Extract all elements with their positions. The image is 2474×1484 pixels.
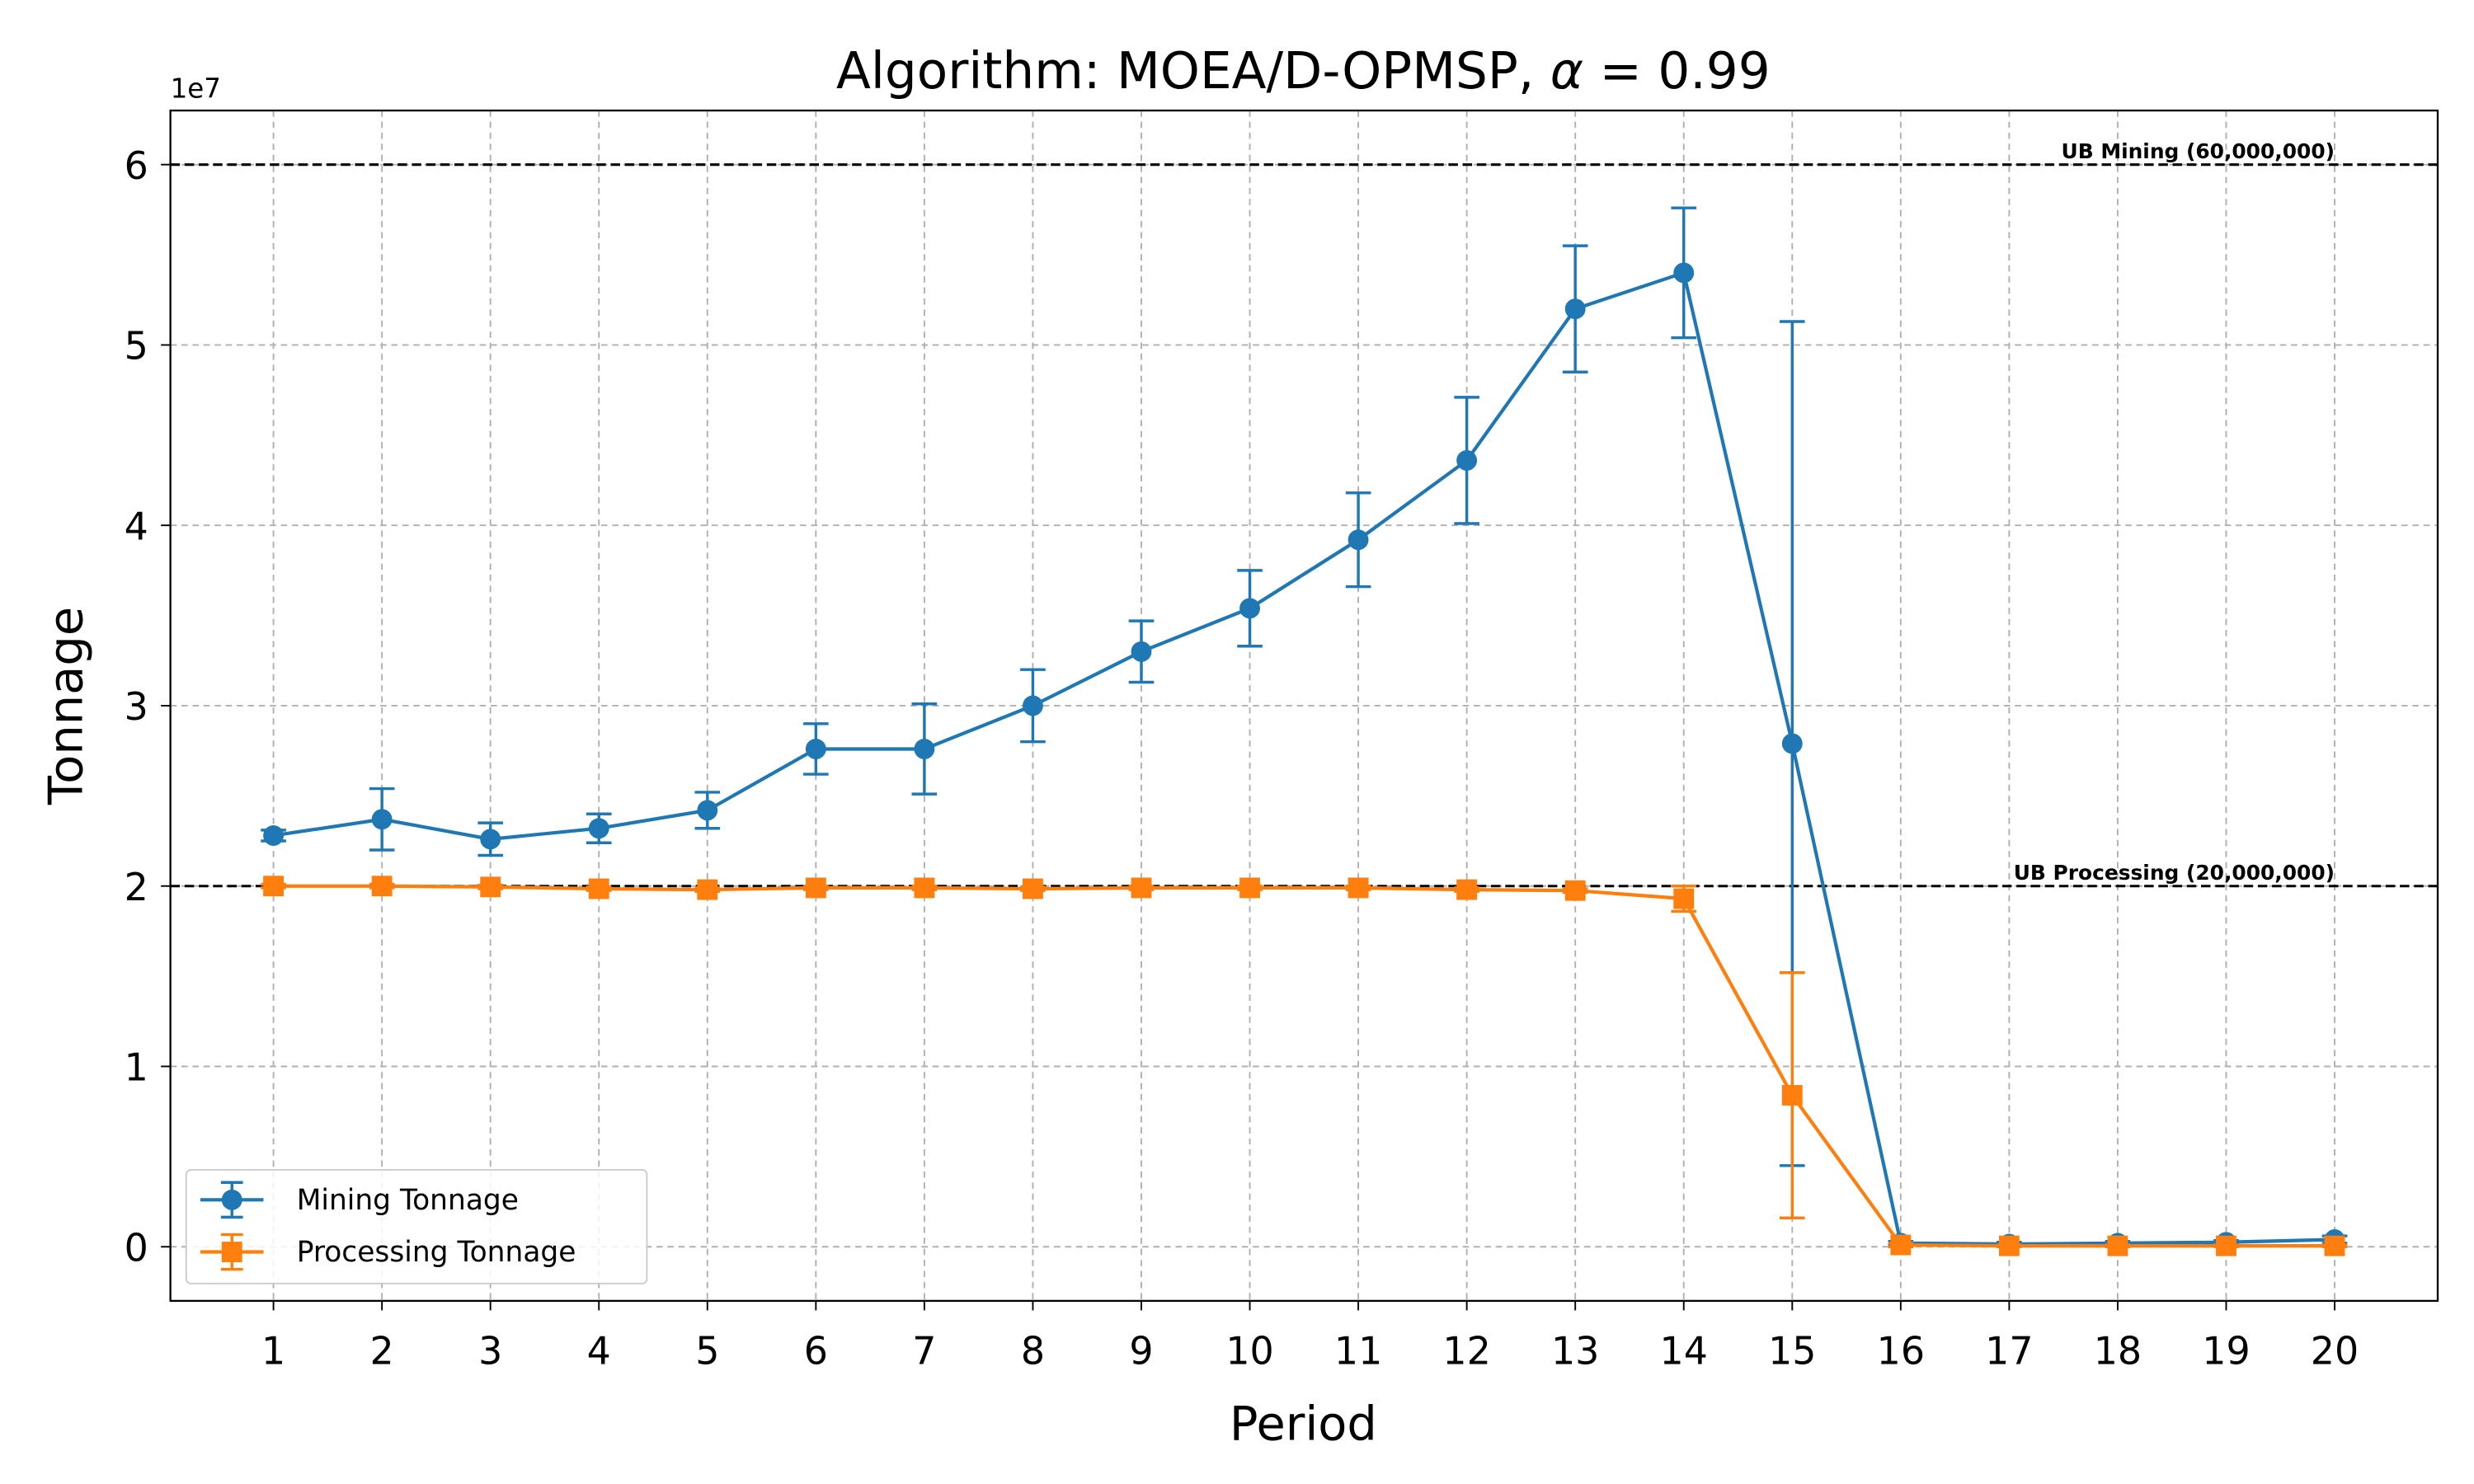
- series-mining-tonnage: [261, 206, 2348, 1255]
- data-point: [805, 877, 826, 899]
- y-axis-ticks: 0 1 2 3 4 5 6: [125, 143, 171, 1270]
- data-point: [588, 878, 609, 899]
- data-point: [480, 829, 501, 850]
- data-point: [2324, 1235, 2345, 1256]
- x-axis-ticks: 1 2 3 4 5 6 7 8 9 10 11 12 13 14 15 16 17 18 19 20: [261, 1300, 2359, 1373]
- data-point: [1131, 877, 1152, 899]
- legend-marker: [221, 1242, 242, 1262]
- reference-line-label: UB Mining (60,000,000): [2062, 139, 2335, 163]
- series-processing-tonnage: [261, 876, 2348, 1256]
- data-point: [1239, 877, 1260, 899]
- data-point: [1348, 877, 1369, 899]
- reference-line-label: UB Processing (20,000,000): [2014, 861, 2335, 885]
- data-point: [697, 800, 718, 821]
- x-tick-label: 18: [2094, 1328, 2142, 1373]
- reference-lines: UB Mining (60,000,000) UB Processing (20,…: [170, 139, 2438, 888]
- x-tick-label: 7: [912, 1328, 936, 1373]
- x-tick-label: 17: [1985, 1328, 2033, 1373]
- x-tick-label: 2: [370, 1328, 394, 1373]
- y-axis-label: Tonnage: [39, 607, 94, 805]
- data-point: [1890, 1234, 1912, 1256]
- x-tick-label: 4: [587, 1328, 611, 1373]
- x-tick-label: 16: [1877, 1328, 1925, 1373]
- y-tick-label: 1: [125, 1045, 148, 1090]
- y-tick-label: 2: [125, 865, 148, 909]
- data-point: [263, 825, 285, 846]
- x-tick-label: 14: [1660, 1328, 1708, 1373]
- data-point: [371, 876, 393, 897]
- y-tick-label: 5: [125, 324, 148, 369]
- legend-label: Mining Tonnage: [297, 1184, 519, 1217]
- legend-item: Processing Tonnage: [200, 1233, 576, 1271]
- data-point: [914, 739, 935, 759]
- data-point: [1998, 1235, 2020, 1256]
- data-point: [1456, 449, 1478, 471]
- data-point: [1239, 598, 1260, 619]
- x-tick-label: 9: [1129, 1328, 1153, 1373]
- data-point: [1781, 1085, 1803, 1106]
- data-point: [1348, 529, 1369, 551]
- legend-label: Processing Tonnage: [297, 1236, 576, 1269]
- x-tick-label: 15: [1768, 1328, 1816, 1373]
- x-tick-label: 19: [2202, 1328, 2250, 1373]
- x-tick-label: 1: [261, 1328, 285, 1373]
- x-tick-label: 6: [804, 1328, 828, 1373]
- x-tick-label: 10: [1225, 1328, 1273, 1373]
- data-point: [1564, 880, 1586, 901]
- data-point: [697, 879, 718, 900]
- data-point: [1023, 878, 1043, 899]
- data-point: [1673, 888, 1695, 909]
- data-point: [1023, 695, 1043, 716]
- title-prefix: Algorithm: MOEA/D-OPMSP,: [836, 42, 1550, 101]
- chart-title: Algorithm: MOEA/D-OPMSP, α = 0.99: [836, 42, 1771, 101]
- y-tick-label: 3: [125, 684, 148, 729]
- legend-box: [185, 1168, 648, 1284]
- data-point: [2216, 1235, 2236, 1256]
- x-axis-label: Period: [1230, 1396, 1377, 1451]
- series-line: [273, 270, 2335, 1247]
- data-point: [263, 876, 285, 897]
- data-point: [1781, 733, 1803, 754]
- x-tick-label: 5: [695, 1328, 719, 1373]
- y-offset-label: 1e7: [171, 73, 221, 105]
- legend: Mining Tonnage Processing Tonnage: [185, 1168, 648, 1284]
- x-tick-label: 12: [1442, 1328, 1490, 1373]
- data-point: [2107, 1235, 2128, 1256]
- legend-marker: [221, 1189, 242, 1210]
- data-point: [914, 877, 935, 899]
- x-tick-label: 8: [1021, 1328, 1045, 1373]
- grid: [170, 110, 2438, 1301]
- data-point: [1564, 298, 1586, 320]
- x-tick-label: 11: [1334, 1328, 1382, 1373]
- data-point: [1673, 262, 1695, 284]
- x-tick-label: 20: [2311, 1328, 2359, 1373]
- y-tick-label: 0: [125, 1225, 148, 1270]
- y-tick-label: 4: [125, 504, 148, 548]
- data-point: [480, 876, 501, 898]
- title-suffix: = 0.99: [1583, 42, 1771, 101]
- x-tick-label: 3: [478, 1328, 502, 1373]
- data-point: [1131, 641, 1152, 662]
- data-point: [1456, 879, 1478, 900]
- y-tick-label: 6: [125, 143, 148, 188]
- series-line: [273, 884, 2335, 1248]
- data-point: [588, 818, 609, 839]
- title-alpha: α: [1550, 42, 1583, 101]
- data-point: [805, 739, 826, 759]
- x-tick-label: 13: [1551, 1328, 1599, 1373]
- series: [261, 206, 2348, 1256]
- data-point: [371, 809, 393, 830]
- legend-item: Mining Tonnage: [200, 1181, 519, 1219]
